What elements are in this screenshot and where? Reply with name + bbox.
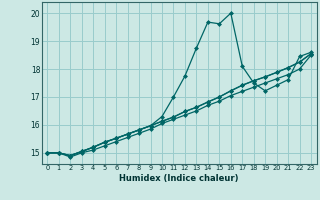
- X-axis label: Humidex (Indice chaleur): Humidex (Indice chaleur): [119, 174, 239, 183]
